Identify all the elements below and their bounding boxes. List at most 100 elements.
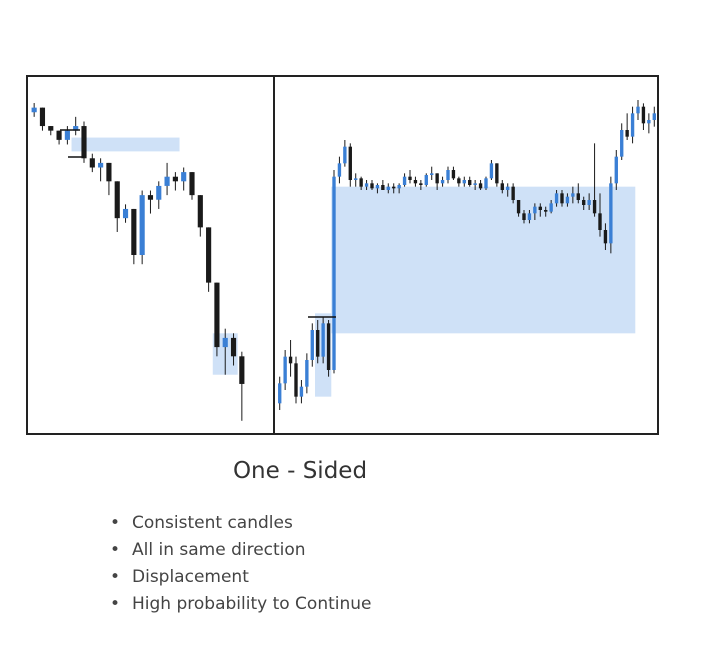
- left-panel-candle-3: [56, 130, 62, 145]
- candle-body: [316, 330, 320, 357]
- candle-body: [364, 183, 369, 187]
- right-panel-candle-52: [560, 190, 564, 207]
- candle-body: [419, 183, 423, 185]
- candle-body: [424, 175, 428, 185]
- right-panel-candle-15: [359, 176, 363, 190]
- candle-body: [81, 126, 87, 159]
- candle-body: [408, 176, 412, 180]
- right-panel-candle-21: [392, 183, 396, 194]
- list-item: • Consistent candles: [110, 510, 372, 537]
- right-panel-candle-42: [506, 183, 510, 197]
- right-panel-candle-63: [620, 123, 624, 160]
- candle-body: [56, 130, 62, 140]
- candle-body: [516, 200, 521, 214]
- left-panel-candle-24: [230, 333, 237, 366]
- right-panel-candle-27: [424, 173, 428, 187]
- right-panel-candle-58: [592, 143, 597, 217]
- candle-body: [131, 208, 137, 255]
- candle-body: [197, 195, 203, 228]
- list-item: • Displacement: [110, 564, 372, 591]
- bullet-dot-icon: •: [110, 567, 121, 587]
- right-panel-candle-16: [364, 180, 369, 190]
- candle-body: [139, 195, 145, 255]
- right-panel-candle-39: [489, 160, 494, 180]
- right-panel-candle-68: [647, 113, 651, 134]
- right-panel-candle-41: [500, 180, 504, 194]
- left-panel-candles: [31, 103, 245, 421]
- candle-body: [326, 323, 331, 370]
- candle-body: [206, 227, 212, 283]
- left-panel-candle-21: [206, 227, 212, 292]
- left-panel-candle-5: [73, 116, 79, 136]
- right-panel-candle-26: [419, 180, 423, 190]
- candle-body: [381, 185, 385, 190]
- bullet-text: All in same direction: [132, 540, 306, 560]
- right-panel-candle-29: [435, 173, 439, 190]
- right-panel-candle-19: [381, 180, 385, 190]
- right-panel-candle-56: [582, 196, 586, 210]
- right-panel-candle-35: [468, 176, 472, 187]
- left-panel-candle-14: [147, 190, 154, 214]
- chart-frame: [26, 75, 659, 435]
- right-panel-candle-36: [473, 180, 477, 190]
- candle-body: [609, 183, 613, 244]
- candle-body: [294, 363, 298, 397]
- candle-body: [305, 360, 309, 387]
- left-panel-candle-19: [189, 172, 195, 200]
- candle-body: [478, 183, 483, 189]
- candle-body: [64, 130, 70, 140]
- left-panel-candle-13: [139, 190, 145, 265]
- right-panel-candle-2: [288, 340, 293, 377]
- right-panel-candle-64: [625, 113, 629, 140]
- right-panel-candle-54: [571, 186, 575, 204]
- right-panel-candle-33: [457, 176, 461, 187]
- right-panel-candle-17: [370, 180, 374, 190]
- right-panel-candle-55: [576, 183, 580, 204]
- candle-body: [473, 183, 477, 185]
- candle-body: [468, 180, 472, 185]
- bullet-text: High probability to Continue: [132, 594, 372, 614]
- candle-body: [299, 386, 304, 397]
- bullet-dot-icon: •: [110, 513, 121, 533]
- candle-body: [587, 200, 591, 205]
- candle-body: [533, 206, 537, 214]
- candle-body: [598, 213, 602, 230]
- left-panel-candle-17: [172, 172, 178, 191]
- left-panel-candle-12: [131, 208, 137, 265]
- left-panel-candle-11: [122, 204, 129, 223]
- candle-body: [413, 180, 418, 184]
- candle-body: [386, 186, 390, 190]
- candle-body: [603, 230, 608, 244]
- candle-body: [73, 126, 79, 131]
- left-panel-candle-7: [89, 153, 95, 173]
- candle-body: [343, 146, 347, 164]
- candle-body: [544, 210, 548, 212]
- right-panel-candle-69: [652, 106, 656, 127]
- right-panel-candle-32: [451, 166, 456, 180]
- candle-body: [222, 337, 228, 348]
- left-panel-candle-23: [222, 328, 228, 375]
- candle-body: [122, 208, 129, 219]
- right-panel-zone-1: [331, 186, 636, 334]
- left-panel-candle-6: [81, 121, 87, 163]
- right-panel-candle-8: [321, 316, 325, 364]
- right-panel-candle-24: [408, 170, 412, 184]
- right-panel-candle-65: [630, 106, 635, 144]
- left-panel-candle-4: [64, 126, 70, 145]
- candle-body: [31, 107, 37, 113]
- candle-body: [321, 323, 325, 357]
- right-panel-candle-49: [544, 206, 548, 217]
- right-panel-candle-23: [402, 173, 407, 187]
- right-panel-candles: [278, 100, 656, 410]
- candle-body: [522, 213, 526, 220]
- right-panel-candle-22: [397, 183, 401, 194]
- right-panel-candle-30: [440, 176, 445, 187]
- right-panel-candle-7: [316, 320, 320, 364]
- left-panel-candle-9: [106, 162, 112, 196]
- candle-body: [527, 213, 532, 220]
- right-panel-candle-28: [430, 166, 434, 180]
- candle-body: [538, 206, 542, 210]
- bullet-list: • Consistent candles • All in same directi…: [110, 510, 372, 618]
- left-panel-candle-0: [31, 103, 37, 117]
- right-panel-candle-11: [337, 156, 342, 184]
